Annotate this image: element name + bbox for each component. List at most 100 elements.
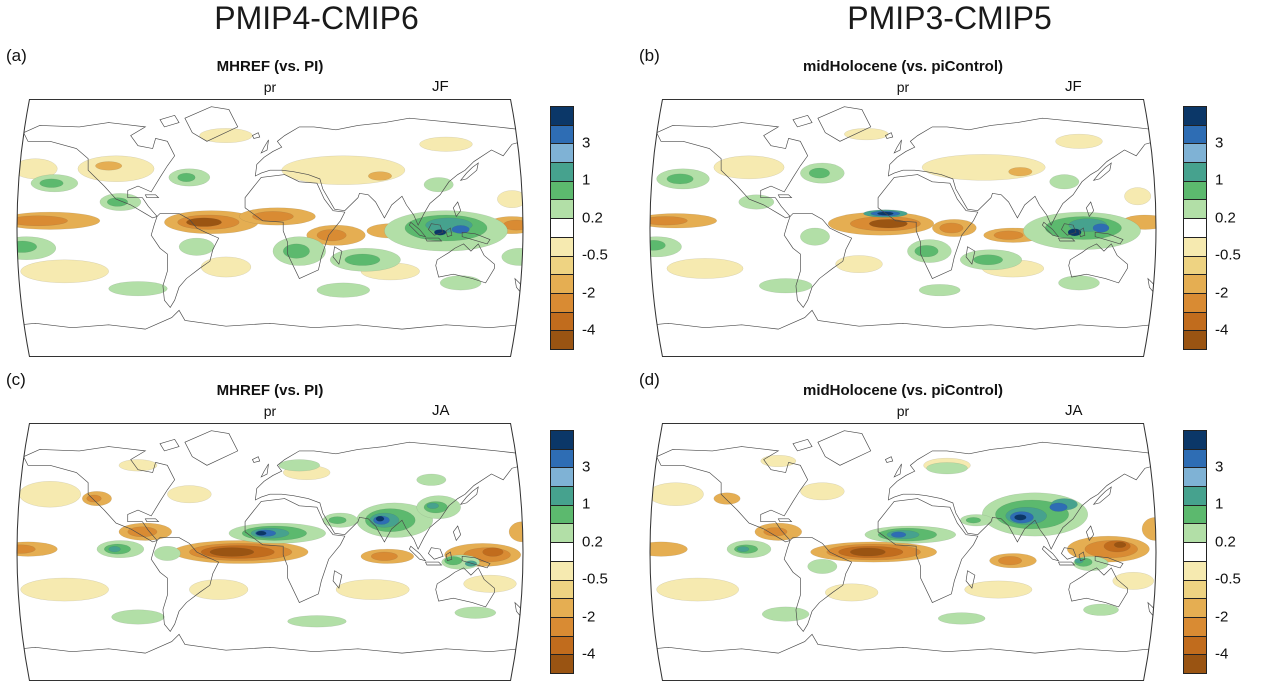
coastline [1085,201,1095,218]
colorbar-cell [1184,274,1206,293]
anomaly-blob [127,526,158,538]
map-border [16,98,524,358]
colorbar-cell [551,560,573,580]
coastline [792,114,813,128]
anomaly-blob [316,229,347,242]
colorbar-cell [1184,255,1206,275]
anomaly-blob [19,481,81,508]
coastline [427,547,444,560]
anomaly-blob [17,544,36,554]
colorbar-tick-label: -2 [1215,608,1229,626]
coastline [1041,545,1060,562]
colorbar-cell [551,523,573,543]
colorbar-cell [1184,635,1206,655]
colorbar-cell [551,311,573,331]
coastline [184,106,239,142]
coastline [656,122,809,219]
colorbar-tick-label: -2 [582,284,596,302]
anomaly-blob [926,462,968,475]
anomaly-blob [1124,187,1152,206]
coastline [260,463,269,478]
coastline [817,430,872,466]
colorbar-cell [1184,180,1206,200]
coastline [332,570,343,589]
coastline [656,446,809,543]
anomaly-blob [800,482,845,501]
coastline [144,518,160,522]
colorbar-cell [1184,143,1206,163]
coastline [1094,555,1124,569]
anomaly-blob [454,606,497,619]
colorbar-tick-label: 1 [1215,171,1224,189]
coastline [260,139,269,154]
map-border [649,98,1157,358]
anomaly-blob [807,559,838,574]
anomaly-blob [189,579,249,600]
colorbar-cell [1184,124,1206,144]
map-colorbar: 3 1 0.2 -0.5 -2 -4 [550,106,608,350]
world-map-d [649,422,1157,682]
anomaly-blob [921,154,1046,181]
anomaly-blob [993,230,1024,240]
world-map-b [649,98,1157,358]
panel-d: (d) midHolocene (vs. piControl) pr JA 3 1… [633,366,1266,690]
coastline [435,567,495,608]
anomaly-blob [650,240,666,251]
anomaly-blob [1141,517,1156,541]
anomaly-blob [426,502,439,509]
coastline [159,438,180,452]
panel-title: MHREF (vs. PI) [216,58,324,75]
map-colorbar: 3 1 0.2 -0.5 -2 -4 [550,430,608,674]
colorbar-cell [551,274,573,293]
colorbar-tick-label: 3 [582,134,591,152]
map-border [16,422,524,682]
colorbar-cell [551,218,573,237]
anomaly-blob [328,516,347,525]
coastline [877,174,979,279]
colorbar-cell [551,579,573,599]
anomaly-blob [252,211,294,222]
colorbar-bar [550,106,574,350]
anomaly-blob [20,577,109,602]
panel-season-label: JA [1065,402,1083,419]
anomaly-blob [199,128,253,143]
anomaly-blob [186,217,222,227]
anomaly-blob [998,556,1022,566]
colorbar-tick-label: 3 [1215,458,1224,476]
coastline [435,243,495,284]
panel-variable: pr [263,403,277,419]
map-colorbar: 3 1 0.2 -0.5 -2 -4 [1183,430,1241,674]
colorbar-cell [1184,431,1206,449]
colorbar-tick-label: -2 [1215,284,1229,302]
anomaly-blob [344,253,381,266]
column-title-left: PMIP4-CMIP6 [214,0,419,36]
anomaly-blob [423,177,454,193]
colorbar-tick-label: -0.5 [582,246,608,264]
colorbar-cell [1184,598,1206,617]
coastline [251,132,261,139]
colorbar-cell [551,180,573,200]
coastline [1092,486,1112,505]
coastline [244,174,346,279]
coastline [893,463,902,478]
panel-variable: pr [896,79,910,95]
anomaly-blob [501,248,523,266]
anomaly-blob [844,128,889,141]
anomaly-blob [283,243,310,259]
colorbar-cell [1184,162,1206,181]
colorbar-cell [1184,467,1206,487]
anomaly-blob [1074,557,1084,564]
colorbar-cell [551,124,573,144]
panel-label: (d) [639,370,660,389]
coastline [650,633,1156,654]
colorbar-tick-label: 0.2 [582,209,603,227]
anomaly-blob [939,222,964,234]
anomaly-blob [808,167,830,179]
panel-title: midHolocene (vs. piControl) [802,58,1003,75]
colorbar-tick-label: 1 [582,495,591,513]
anomaly-blob [371,551,398,561]
anomaly-blob [86,494,102,503]
colorbar-bar [550,430,574,674]
coastline [884,132,894,139]
